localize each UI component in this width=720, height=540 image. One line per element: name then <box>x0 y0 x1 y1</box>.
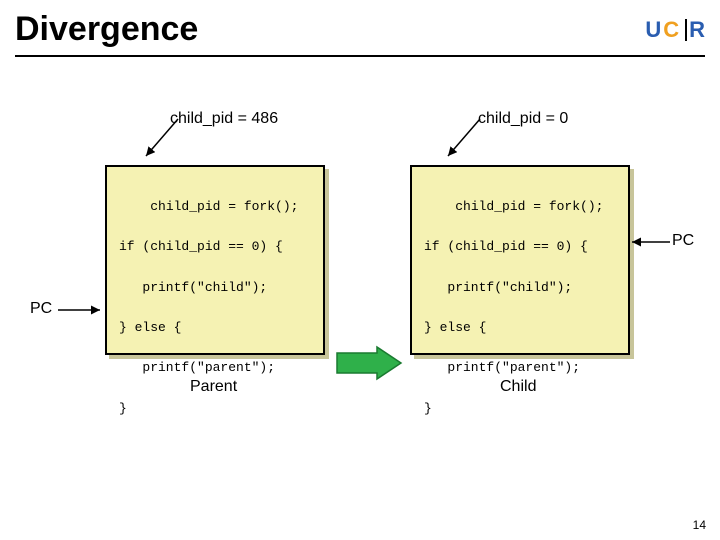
code-line: child_pid = fork(); <box>455 199 603 214</box>
child-code-box: child_pid = fork(); if (child_pid == 0) … <box>410 165 630 355</box>
logo-letter-c: C <box>663 17 679 43</box>
code-line: printf("parent"); <box>424 360 580 375</box>
slide-title: Divergence <box>15 10 198 49</box>
logo-letter-u: U <box>645 17 661 43</box>
ucr-logo: U C R <box>645 17 705 43</box>
logo-letter-r: R <box>689 17 705 43</box>
left-pc-arrow-icon <box>56 303 106 317</box>
left-pc-label: PC <box>30 300 52 318</box>
code-line: if (child_pid == 0) { <box>119 239 283 254</box>
code-line: } <box>424 401 432 416</box>
fork-arrow-icon <box>335 345 405 381</box>
child-caption: Child <box>500 378 536 396</box>
code-line: child_pid = fork(); <box>150 199 298 214</box>
right-pc-arrow-icon <box>628 235 674 249</box>
left-down-arrow-icon <box>138 114 188 164</box>
right-pc-label: PC <box>672 232 694 250</box>
code-line: if (child_pid == 0) { <box>424 239 588 254</box>
parent-code-box: child_pid = fork(); if (child_pid == 0) … <box>105 165 325 355</box>
code-line: } else { <box>424 320 486 335</box>
parent-caption: Parent <box>190 378 237 396</box>
slide-number: 14 <box>693 518 706 532</box>
right-pid-label: child_pid = 0 <box>478 110 568 128</box>
code-line: } else { <box>119 320 181 335</box>
logo-divider <box>685 19 687 41</box>
diagram-stage: child_pid = 486 child_pid = 0 child_pid … <box>0 110 720 500</box>
title-bar: Divergence U C R <box>15 10 705 57</box>
code-line: printf("child"); <box>119 280 267 295</box>
code-line: printf("child"); <box>424 280 572 295</box>
right-down-arrow-icon <box>440 114 490 164</box>
code-line: } <box>119 401 127 416</box>
code-line: printf("parent"); <box>119 360 275 375</box>
